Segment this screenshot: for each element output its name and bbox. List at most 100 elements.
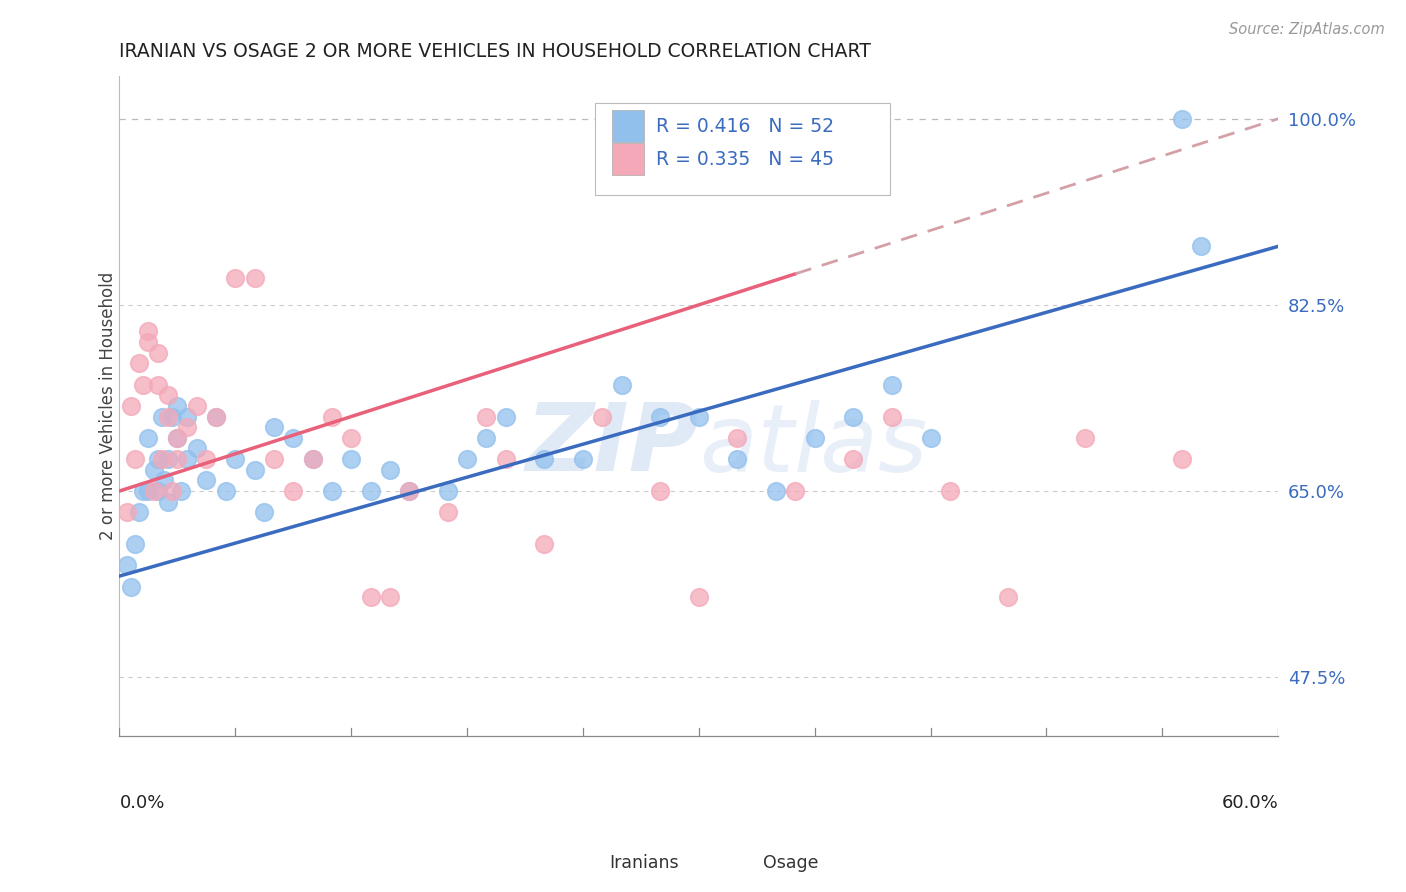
Text: R = 0.335   N = 45: R = 0.335 N = 45 — [657, 151, 834, 169]
Point — [253, 505, 276, 519]
FancyBboxPatch shape — [595, 103, 890, 194]
Point — [939, 483, 962, 498]
Point — [115, 558, 138, 573]
Point — [842, 452, 865, 467]
Point — [301, 452, 323, 467]
Point — [120, 580, 142, 594]
Text: R = 0.416   N = 52: R = 0.416 N = 52 — [657, 118, 834, 136]
Point — [1189, 239, 1212, 253]
Point — [688, 409, 710, 424]
Point — [115, 505, 138, 519]
Point — [224, 271, 246, 285]
Point — [785, 483, 807, 498]
Point — [128, 505, 150, 519]
Point — [997, 591, 1019, 605]
Point — [301, 452, 323, 467]
Point — [166, 431, 188, 445]
Point — [378, 463, 401, 477]
Text: 0.0%: 0.0% — [120, 794, 165, 812]
Point — [456, 452, 478, 467]
Point — [243, 271, 266, 285]
Point — [495, 409, 517, 424]
Point — [195, 474, 218, 488]
Point — [360, 483, 382, 498]
Bar — [569, 847, 600, 880]
Point — [131, 377, 153, 392]
Point — [146, 377, 169, 392]
Point — [436, 505, 458, 519]
Point — [725, 431, 748, 445]
Point — [436, 483, 458, 498]
Bar — [612, 144, 644, 175]
Point — [880, 377, 903, 392]
Point — [170, 483, 193, 498]
Point — [1074, 431, 1097, 445]
Point — [138, 335, 160, 350]
Text: Source: ZipAtlas.com: Source: ZipAtlas.com — [1229, 22, 1385, 37]
Point — [156, 388, 179, 402]
Point — [143, 463, 166, 477]
Point — [475, 431, 498, 445]
Point — [176, 420, 198, 434]
Point — [146, 483, 169, 498]
Point — [150, 452, 173, 467]
Text: IRANIAN VS OSAGE 2 OR MORE VEHICLES IN HOUSEHOLD CORRELATION CHART: IRANIAN VS OSAGE 2 OR MORE VEHICLES IN H… — [120, 42, 872, 61]
Point — [166, 399, 188, 413]
Point — [215, 483, 238, 498]
Point — [138, 483, 160, 498]
Point — [688, 591, 710, 605]
Bar — [612, 111, 644, 142]
Point — [138, 431, 160, 445]
Point — [160, 483, 183, 498]
Text: ZIP: ZIP — [526, 400, 699, 491]
Point — [283, 431, 305, 445]
Point — [572, 452, 595, 467]
Point — [495, 452, 517, 467]
Point — [143, 483, 166, 498]
Text: Iranians: Iranians — [609, 855, 679, 872]
Point — [475, 409, 498, 424]
Point — [150, 409, 173, 424]
Point — [153, 474, 176, 488]
Point — [591, 409, 613, 424]
Point — [340, 431, 363, 445]
Point — [124, 537, 146, 551]
Point — [156, 452, 179, 467]
Point — [842, 409, 865, 424]
Point — [166, 431, 188, 445]
Point — [725, 452, 748, 467]
Point — [195, 452, 218, 467]
Point — [131, 483, 153, 498]
Point — [146, 452, 169, 467]
Point — [263, 420, 285, 434]
Point — [533, 452, 555, 467]
Point — [610, 377, 633, 392]
Point — [224, 452, 246, 467]
Point — [803, 431, 825, 445]
Point — [1170, 452, 1192, 467]
Point — [533, 537, 555, 551]
Point — [283, 483, 305, 498]
Point — [186, 399, 208, 413]
Point — [124, 452, 146, 467]
Point — [920, 431, 942, 445]
Point — [263, 452, 285, 467]
Point — [128, 356, 150, 370]
Bar — [724, 847, 755, 880]
Y-axis label: 2 or more Vehicles in Household: 2 or more Vehicles in Household — [100, 272, 117, 540]
Point — [398, 483, 420, 498]
Point — [340, 452, 363, 467]
Point — [1170, 112, 1192, 126]
Point — [156, 494, 179, 508]
Point — [176, 409, 198, 424]
Text: 60.0%: 60.0% — [1222, 794, 1278, 812]
Text: Osage: Osage — [763, 855, 818, 872]
Point — [160, 409, 183, 424]
Point — [360, 591, 382, 605]
Point — [166, 452, 188, 467]
Point — [398, 483, 420, 498]
Point — [880, 409, 903, 424]
Text: atlas: atlas — [699, 400, 927, 491]
Point — [378, 591, 401, 605]
Point — [321, 483, 343, 498]
